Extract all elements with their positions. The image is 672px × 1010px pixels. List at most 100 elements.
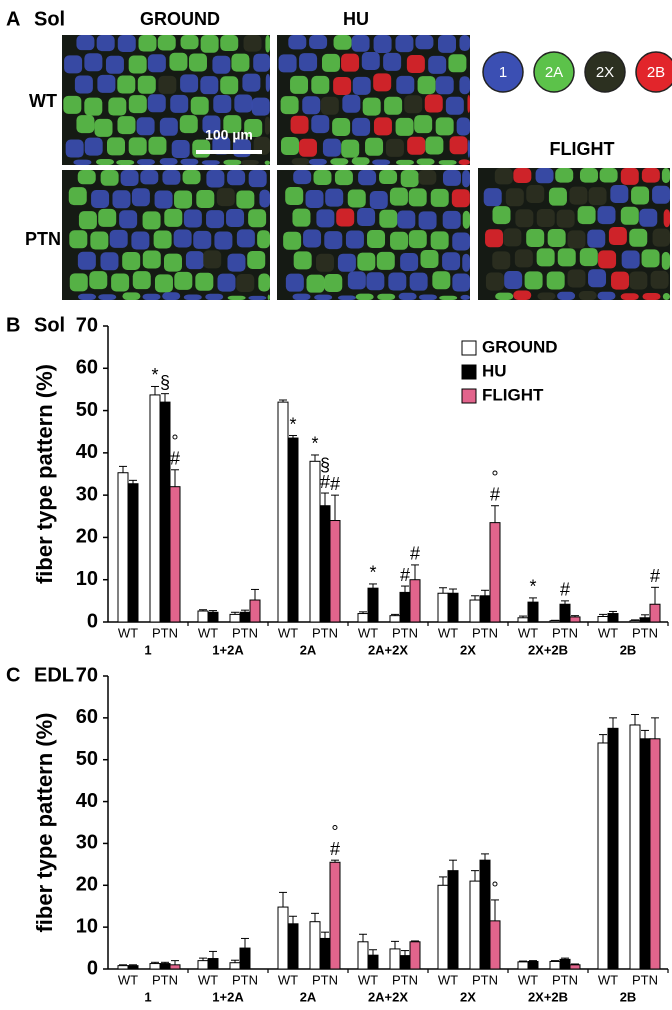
bar <box>287 923 299 970</box>
error-bar <box>209 950 217 959</box>
fiber-type-key <box>584 51 626 93</box>
fiber-cell <box>119 210 138 229</box>
fiber-cell <box>111 273 130 292</box>
fiber-cell <box>65 139 84 158</box>
micrograph <box>277 35 470 165</box>
error-bar <box>231 959 239 963</box>
error-bar <box>321 931 329 939</box>
fiber-cell <box>555 168 574 183</box>
fiber-cell <box>462 170 470 188</box>
fiber-cell <box>76 35 95 51</box>
fiber-cell <box>547 229 566 248</box>
fiber-cell <box>383 52 402 71</box>
error-bar <box>171 469 179 487</box>
fiber-cell <box>639 208 658 227</box>
error-bar <box>231 611 239 615</box>
fiber-cell <box>128 95 147 114</box>
fiber-cell <box>557 248 576 267</box>
fiber-cell <box>641 168 660 183</box>
fiber-cell <box>404 95 423 114</box>
fiber-cell <box>377 293 396 300</box>
x-genotype-label: PTN <box>632 972 658 987</box>
x-genotype-label: WT <box>518 625 538 640</box>
significance-marker: * <box>529 577 536 597</box>
error-bar <box>129 964 137 966</box>
fiber-cell <box>183 209 202 228</box>
fiber-cell <box>106 137 125 156</box>
x-genotype-label: PTN <box>472 625 498 640</box>
bar <box>569 964 581 970</box>
fiber-cell <box>379 170 398 185</box>
fiber-cell <box>379 209 398 228</box>
fiber-cell <box>154 190 173 209</box>
fiber-cell <box>365 137 384 156</box>
x-genotype-label: PTN <box>632 625 658 640</box>
fiber-cell <box>439 295 458 300</box>
x-genotype-label: WT <box>278 972 298 987</box>
fiber-cell <box>629 271 648 290</box>
fiber-cell <box>373 73 392 92</box>
fiber-cell <box>170 94 189 113</box>
fiber-cell <box>265 73 270 92</box>
x-category-label: 1+2A <box>212 642 244 657</box>
x-category-label: 2X <box>460 989 476 1004</box>
fiber-cell <box>494 168 513 185</box>
fiber-cell <box>599 168 618 183</box>
fiber-cell <box>236 273 255 292</box>
fiber-cell <box>153 230 172 249</box>
bar <box>469 599 481 623</box>
error-bar <box>161 393 169 403</box>
fiber-cell <box>234 94 253 113</box>
fiber-cell <box>285 187 304 206</box>
x-genotype-label: WT <box>598 625 618 640</box>
error-bar <box>641 729 649 739</box>
fiber-cell <box>248 295 267 300</box>
fiber-cell <box>77 251 96 270</box>
fiber-cell <box>169 52 188 71</box>
fiber-cell <box>557 291 576 300</box>
fiber-cell <box>174 271 193 290</box>
fiber-cell <box>367 229 386 248</box>
fiber-cell <box>248 170 267 188</box>
significance-marker: # <box>490 484 500 504</box>
bar <box>527 960 539 970</box>
error-bar <box>311 454 319 462</box>
x-genotype-label: WT <box>118 625 138 640</box>
micrograph <box>62 35 270 165</box>
fiber-cell <box>662 293 670 300</box>
significance-marker: # <box>410 544 420 564</box>
fiber-cell <box>598 250 617 269</box>
error-bar <box>279 399 287 403</box>
fiber-cell <box>278 54 297 73</box>
fiber-cell <box>78 293 97 300</box>
error-bar <box>439 587 447 594</box>
error-bar <box>571 963 579 965</box>
y-tick-label: 50 <box>76 399 98 421</box>
bar <box>437 884 449 970</box>
panel-muscle: EDL <box>34 664 74 686</box>
error-bar <box>401 950 409 956</box>
fiber-cell <box>202 115 221 134</box>
y-axis-title: fiber type pattern (%) <box>32 364 57 584</box>
fiber-cell <box>621 250 640 269</box>
fiber-cell <box>406 55 425 74</box>
fiber-cell <box>418 170 437 185</box>
fiber-cell <box>385 138 404 157</box>
fiber-cell <box>112 190 131 209</box>
bar <box>329 520 341 623</box>
fiber-cell <box>217 273 236 292</box>
fiber-cell <box>597 206 616 225</box>
error-bar <box>641 614 649 618</box>
fiber-cell <box>265 35 270 53</box>
y-tick-label: 40 <box>76 790 98 812</box>
bar <box>447 870 459 970</box>
bar <box>549 960 561 970</box>
y-tick-label: 0 <box>87 610 98 632</box>
bar <box>607 727 619 970</box>
fiber-cell <box>333 35 352 50</box>
significance-marker: § <box>160 372 170 392</box>
fiber-cell <box>283 231 302 250</box>
x-genotype-label: PTN <box>392 625 418 640</box>
fiber-cell <box>452 273 470 292</box>
column-title: FLIGHT <box>550 139 615 159</box>
